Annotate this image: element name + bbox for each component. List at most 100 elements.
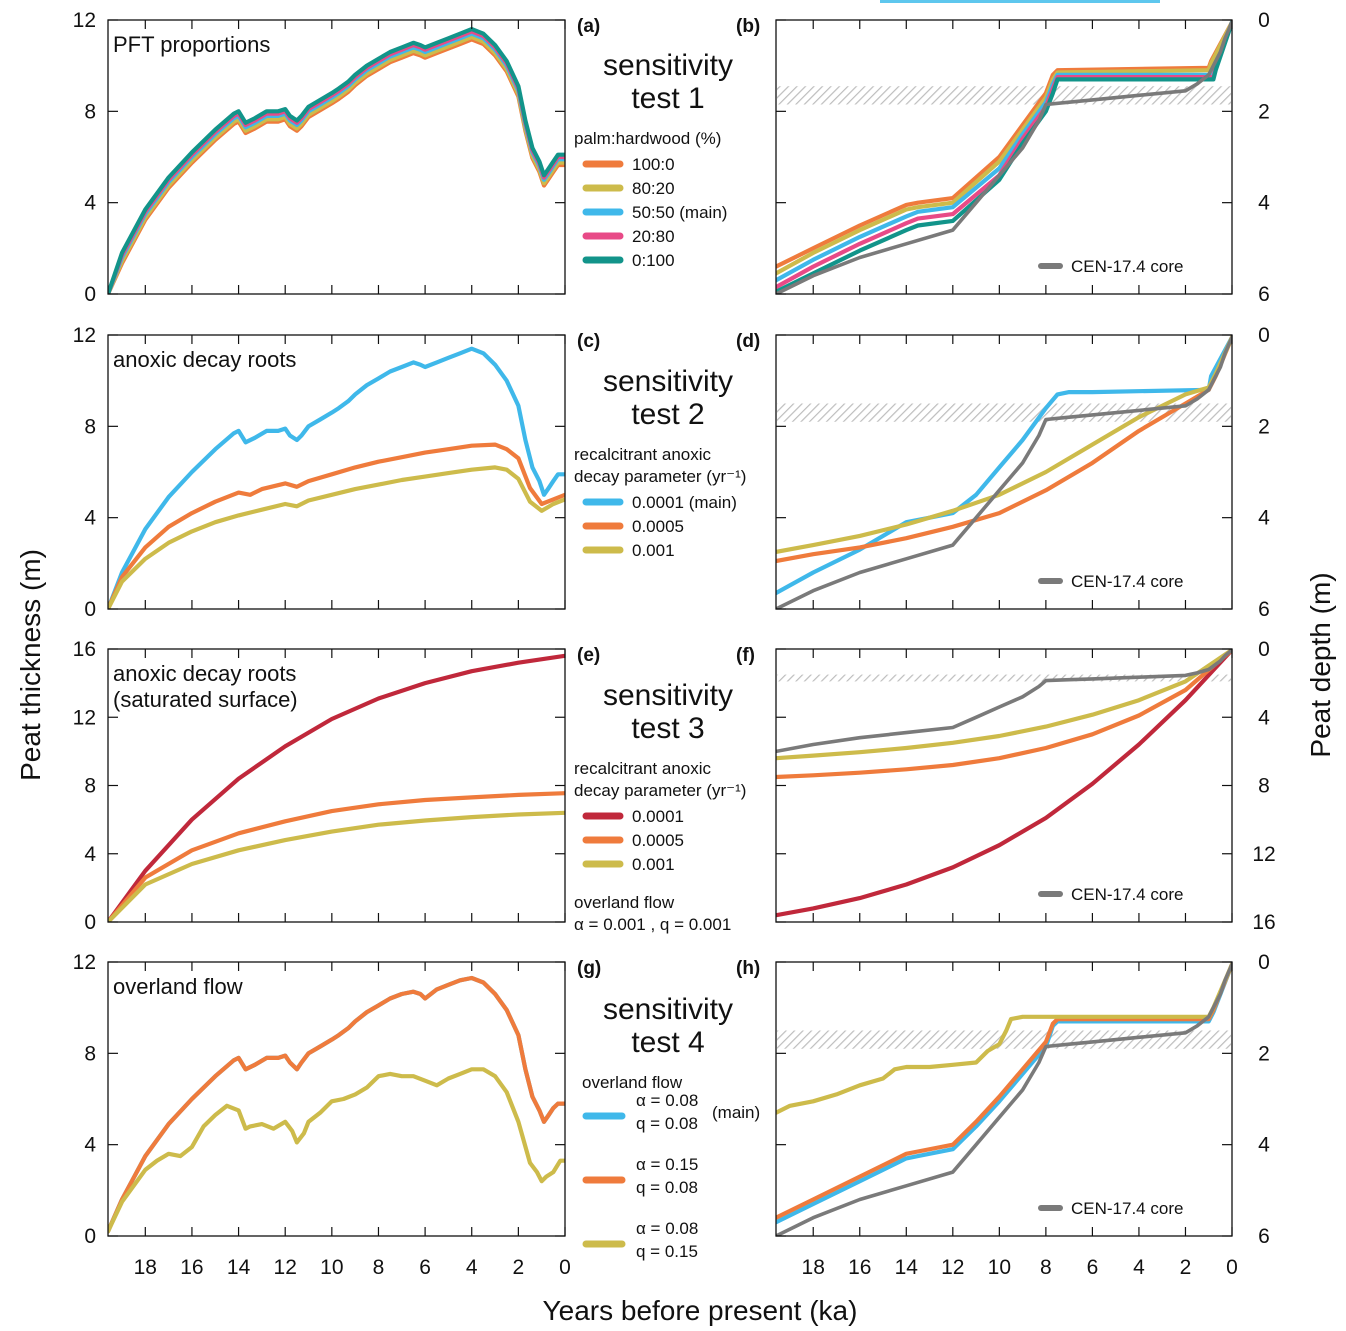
test-title-line1: sensitivity <box>603 49 733 82</box>
axes-frame <box>107 19 566 295</box>
series-line <box>776 20 1232 290</box>
y-tick-label: 0 <box>1258 9 1270 32</box>
x-tick-label: 6 <box>419 1256 431 1279</box>
y-tick-label: 0 <box>84 283 96 306</box>
y-tick-label: 8 <box>84 775 96 798</box>
panel-label: (c) <box>577 331 600 352</box>
panel-g: 0 4 8 12 (g) overland flow <box>73 951 602 1248</box>
axes-frame <box>775 334 1233 610</box>
test-title-line1: sensitivity <box>603 365 733 398</box>
series-group <box>776 335 1232 609</box>
y-tick-label: 12 <box>73 9 96 32</box>
series-line <box>108 442 565 609</box>
panel-label: (e) <box>577 645 600 666</box>
legend-label: α = 0.08 <box>636 1091 698 1110</box>
panel-e: 0 4 8 12 16 (e) anoxic decay roots(saturated s… <box>73 638 601 934</box>
y-tick-label: 8 <box>84 1042 96 1065</box>
legend-title: decay parameter (yr⁻¹) <box>574 467 746 486</box>
y-tick-label: 6 <box>1258 598 1270 621</box>
top-colorbar-fragment <box>880 0 1160 3</box>
series-line <box>776 20 1232 294</box>
series-group <box>776 649 1232 918</box>
legend-label: 0.0001 (main) <box>632 493 737 512</box>
series-line <box>776 649 1232 918</box>
y-tick-label: 2 <box>1258 100 1270 123</box>
y-tick-label: 12 <box>73 706 96 729</box>
x-tick-label: 12 <box>941 1256 964 1279</box>
x-tick-label: 10 <box>320 1256 343 1279</box>
x-tick-label: 18 <box>134 1256 157 1279</box>
y-tick-label: 12 <box>1252 843 1275 866</box>
y-tick-label: 0 <box>1258 324 1270 347</box>
hatch-band <box>777 403 1231 422</box>
panels-layer: 0 4 8 12 (a) PFT proportions 0 2 4 6 (b) CEN-17.4 c… <box>73 9 1276 1248</box>
test-title-line1: sensitivity <box>603 993 733 1026</box>
panel-b: 0 2 4 6 (b) CEN-17.4 core <box>736 9 1270 306</box>
legend-label: α = 0.15 <box>636 1155 698 1174</box>
y-tick-label: 4 <box>1258 706 1270 729</box>
core-legend-label: CEN-17.4 core <box>1071 885 1183 904</box>
x-tick-label: 0 <box>559 1256 571 1279</box>
series-line <box>776 649 1232 780</box>
series-line <box>108 35 565 294</box>
test-title-line2: test 4 <box>631 1026 704 1059</box>
legend-note: overland flow <box>574 893 675 912</box>
series-line <box>776 335 1232 596</box>
x-tick-label: 4 <box>466 1256 478 1279</box>
x-tick-label: 14 <box>227 1256 251 1279</box>
y-tick-label: 12 <box>73 324 96 347</box>
x-tick-label: 2 <box>513 1256 525 1279</box>
panel-title: anoxic decay roots <box>113 661 296 686</box>
y-tick-label: 0 <box>84 911 96 934</box>
series-group <box>108 975 565 1234</box>
hatch-band <box>777 674 1231 682</box>
legend-label: 0.001 <box>632 541 675 560</box>
x-tick-label: 2 <box>1180 1256 1192 1279</box>
axes-frame <box>107 334 566 610</box>
core-legend-label: CEN-17.4 core <box>1071 572 1183 591</box>
y-tick-label: 8 <box>1258 775 1270 798</box>
y-tick-label: 6 <box>1258 283 1270 306</box>
legend-label: α = 0.08 <box>636 1219 698 1238</box>
core-legend-label: CEN-17.4 core <box>1071 257 1183 276</box>
axes-frame <box>107 961 566 1237</box>
legend-label: 80:20 <box>632 179 675 198</box>
legend-label: 100:0 <box>632 155 675 174</box>
legend-title: palm:hardwood (%) <box>574 129 721 148</box>
y-tick-label: 0 <box>84 1225 96 1248</box>
series-line <box>108 975 565 1234</box>
series-line <box>108 653 565 922</box>
series-line <box>108 29 565 294</box>
panel-label: (g) <box>577 958 601 979</box>
x-tick-label: 8 <box>1040 1256 1052 1279</box>
axes-frame <box>775 961 1233 1237</box>
panel-f: 0 4 8 12 16 (f) CEN-17.4 core <box>736 638 1276 934</box>
series-group <box>776 962 1232 1236</box>
series-line <box>108 346 565 609</box>
series-line <box>108 975 565 1234</box>
y-tick-label: 8 <box>84 100 96 123</box>
panel-c: 0 4 8 12 (c) anoxic decay roots <box>73 324 601 621</box>
y-tick-label: 4 <box>84 192 96 215</box>
series-line <box>108 791 565 922</box>
series-group <box>108 653 565 922</box>
y-tick-label: 6 <box>1258 1225 1270 1248</box>
y-tick-label: 2 <box>1258 1042 1270 1065</box>
y-tick-label: 8 <box>84 415 96 438</box>
panel-label: (a) <box>577 16 600 37</box>
x-tick-label: 12 <box>274 1256 297 1279</box>
legend-label: 0.0001 <box>632 807 684 826</box>
legend-title: overland flow <box>582 1073 683 1092</box>
series-line <box>776 962 1232 1225</box>
hatch-band <box>777 1030 1231 1049</box>
y-tick-label: 4 <box>84 507 96 530</box>
series-line <box>108 27 565 294</box>
x-tick-label: 4 <box>1133 1256 1145 1279</box>
legend-label: 50:50 (main) <box>632 203 727 222</box>
core-legend-label: CEN-17.4 core <box>1071 1199 1183 1218</box>
test-title-line2: test 2 <box>631 398 704 431</box>
series-line <box>776 649 1232 761</box>
series-group <box>776 20 1232 294</box>
